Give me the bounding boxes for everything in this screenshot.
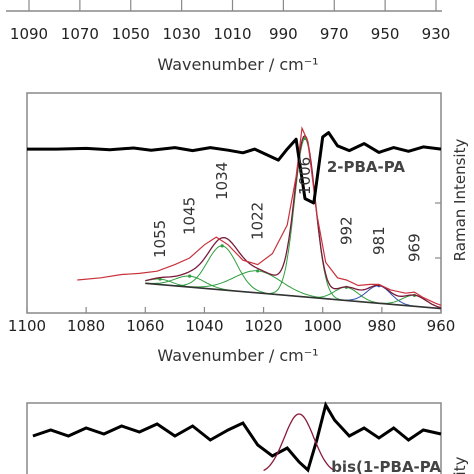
bottom-plot-frame — [26, 402, 442, 474]
top-panel: 1090 1070 1050 1030 1010 990 970 950 930 Wavenum… — [6, 0, 450, 74]
bottom-y-axis-label: ity — [451, 456, 469, 474]
middle-plot-area — [27, 125, 442, 310]
cumulative-fit — [145, 134, 442, 309]
middle-panel: 1100 1080 1060 1040 1020 1000 980 960 105510451… — [8, 92, 469, 365]
bottom-plot-area — [32, 401, 442, 473]
middle-tick-label: 1060 — [126, 317, 164, 335]
middle-plot-frame — [26, 92, 442, 314]
top-tick-label: 1010 — [213, 25, 251, 43]
middle-x-axis-label: Wavenumber / cm⁻¹ — [157, 346, 318, 365]
peak-label-1022: 1022 — [249, 202, 267, 240]
peak-label-969: 969 — [405, 233, 423, 262]
peak-label-1006: 1006 — [296, 157, 314, 195]
top-tick-label: 1050 — [112, 25, 150, 43]
top-tick-label: 930 — [422, 25, 451, 43]
peak-labels: 1055 1045 1034 1022 1006 992 981 969 — [151, 157, 423, 262]
middle-tick-label: 1080 — [67, 317, 105, 335]
bottom-second-derivative — [32, 401, 442, 473]
top-tick-label: 950 — [371, 25, 400, 43]
middle-tick-label: 1100 — [8, 317, 46, 335]
component-marker-1034 — [220, 244, 224, 248]
bottom-sample-label: bis(1-PBA-PA — [331, 458, 441, 474]
top-tick-label: 990 — [269, 25, 298, 43]
top-tick-label: 1070 — [61, 25, 99, 43]
middle-x-ticks: 1100 1080 1060 1040 1020 1000 980 960 — [8, 307, 455, 335]
top-x-axis-label: Wavenumber / cm⁻¹ — [157, 55, 318, 74]
middle-tick-label: 1000 — [304, 317, 342, 335]
middle-tick-label: 1020 — [244, 317, 282, 335]
top-tick-label: 1030 — [163, 25, 201, 43]
second-derivative — [27, 131, 442, 205]
middle-tick-label: 980 — [368, 317, 397, 335]
y-axis-label: Raman Intensity — [451, 139, 469, 262]
middle-tick-label: 1040 — [185, 317, 223, 335]
peak-label-1034: 1034 — [213, 162, 231, 200]
top-tick-label: 970 — [320, 25, 349, 43]
peak-label-981: 981 — [370, 226, 388, 255]
top-x-ticks: 1090 1070 1050 1030 1010 990 970 950 930 — [10, 0, 450, 43]
top-tick-label: 1090 — [10, 25, 48, 43]
sample-label: 2-PBA-PA — [327, 158, 406, 176]
middle-tick-label: 960 — [427, 317, 456, 335]
peak-label-1055: 1055 — [151, 220, 169, 258]
peak-label-992: 992 — [337, 216, 355, 245]
component-marker-1045 — [188, 274, 192, 278]
middle-y-ticks — [435, 147, 441, 259]
baseline — [145, 282, 442, 310]
component-marker-1022 — [256, 269, 260, 273]
peak-label-1045: 1045 — [181, 197, 199, 235]
bottom-panel: bis(1-PBA-PA ity — [26, 401, 469, 474]
bottom-spectrum — [263, 413, 335, 472]
